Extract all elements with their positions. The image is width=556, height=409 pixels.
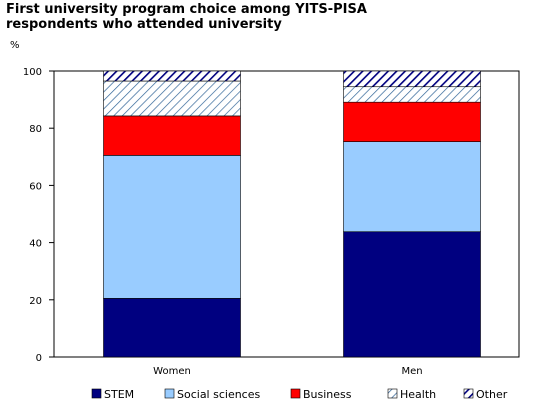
y-tick-label-100: 100 xyxy=(23,67,42,78)
legend-label-health: Health xyxy=(400,388,436,401)
bar-men-business xyxy=(343,101,481,142)
y-tick-label-80: 80 xyxy=(29,124,42,135)
bar-men-health xyxy=(343,86,481,103)
bar-women-health xyxy=(103,80,241,117)
legend-label-business: Business xyxy=(303,388,352,401)
legend-swatch-social-sciences xyxy=(164,388,175,399)
x-tick-label-men: Men xyxy=(401,366,422,377)
chart-title: First university program choice among YI… xyxy=(6,2,546,32)
y-tick-label-40: 40 xyxy=(29,239,42,250)
x-tick-label-women: Women xyxy=(153,366,191,377)
chart-title-line-2: respondents who attended university xyxy=(6,17,282,32)
y-tick-label-60: 60 xyxy=(29,181,42,192)
legend-swatch-health xyxy=(387,388,398,399)
legend-label-stem: STEM xyxy=(104,388,134,401)
y-tick-label-0: 0 xyxy=(36,353,42,364)
legend-swatch-stem xyxy=(91,388,102,399)
bar-men-social-sciences xyxy=(343,141,481,233)
legend-swatch-business xyxy=(290,388,301,399)
chart-title-line-1: First university program choice among YI… xyxy=(6,2,367,17)
legend-label-social-sciences: Social sciences xyxy=(177,388,260,401)
bar-women-stem xyxy=(103,298,241,358)
legend: STEM Social sciences Business Health Other xyxy=(91,388,508,401)
plot-frame xyxy=(53,70,520,358)
bar-men-other xyxy=(343,70,481,88)
bar-men-stem xyxy=(343,231,481,358)
legend-swatch-other xyxy=(463,388,474,399)
plot-area: 0 20 40 60 80 100 Women Men xyxy=(23,67,520,377)
bar-women-other xyxy=(103,70,241,82)
legend-label-other: Other xyxy=(476,388,508,401)
bar-women-social-sciences xyxy=(103,155,241,299)
y-tick-label-20: 20 xyxy=(29,296,42,307)
y-axis-label: % xyxy=(10,40,20,51)
bar-women-business xyxy=(103,115,241,156)
